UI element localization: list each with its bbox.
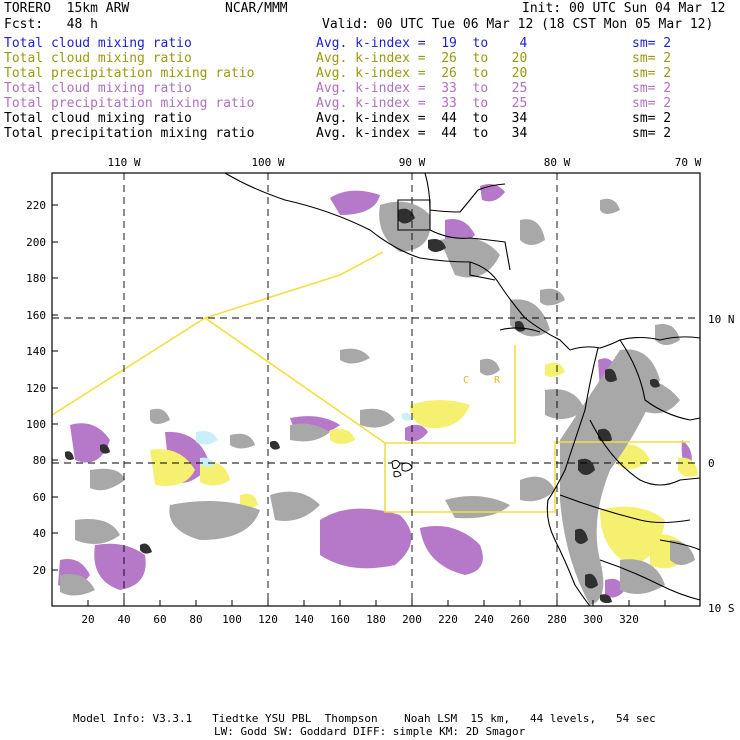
legend-field: Total precipitation mixing ratio	[4, 96, 255, 111]
legend-range: Avg. k-index = 44 to 34	[316, 111, 528, 126]
lon-label: 80 W	[544, 156, 571, 169]
plot-area: C R	[51, 172, 701, 607]
valid-time: Valid: 00 UTC Tue 06 Mar 12 (18 CST Mon …	[322, 17, 714, 32]
domain-outlines	[51, 251, 690, 513]
model-info-line1: Model Info: V3.3.1 Tiedtke YSU PBL Thomp…	[73, 712, 656, 725]
forecast-hour: Fcst: 48 h	[4, 17, 98, 32]
x-tick-label: 60	[153, 613, 166, 626]
lon-label: 70 W	[675, 156, 702, 169]
legend-range: Avg. k-index = 26 to 20	[316, 66, 528, 81]
y-tick-labels: 20 40 60 80 100 120 140 160 180 200 220	[26, 199, 46, 577]
legend-range: Avg. k-index = 19 to 4	[316, 36, 528, 51]
legend-smooth: sm= 2	[632, 111, 672, 126]
longitude-labels: 110 W 100 W 90 W 80 W 70 W	[107, 156, 701, 169]
x-tick-label: 300	[583, 613, 603, 626]
lat-label: 10 S	[708, 602, 735, 615]
legend-smooth: sm= 2	[632, 96, 672, 111]
x-tick-label: 200	[402, 613, 422, 626]
y-tick-label: 60	[33, 491, 46, 504]
lat-label: 10 N	[708, 313, 735, 326]
x-tick-label: 220	[438, 613, 458, 626]
legend-range: Avg. k-index = 33 to 25	[316, 81, 528, 96]
x-tick-label: 20	[81, 613, 94, 626]
x-tick-label: 100	[222, 613, 242, 626]
galapagos-islands	[391, 459, 413, 478]
x-tick-label: 240	[474, 613, 494, 626]
y-tick-label: 180	[26, 272, 46, 285]
x-tick-label: 160	[330, 613, 350, 626]
lon-label: 110 W	[107, 156, 140, 169]
x-tick-labels: 20 40 60 80 100 120 140 160 180 200 220 …	[81, 613, 639, 626]
init-time: Init: 00 UTC Sun 04 Mar 12	[522, 1, 726, 16]
y-tick-label: 200	[26, 236, 46, 249]
map-annotations: C R	[463, 375, 501, 386]
coastlines	[224, 172, 701, 607]
x-tick-label: 320	[619, 613, 639, 626]
y-tick-label: 160	[26, 309, 46, 322]
x-tick-label: 140	[294, 613, 314, 626]
legend-field: Total precipitation mixing ratio	[4, 126, 255, 141]
x-tick-label: 120	[258, 613, 278, 626]
lat-label: 0	[708, 457, 715, 470]
legend-smooth: sm= 2	[632, 51, 672, 66]
annotation-label: C	[463, 375, 469, 386]
x-tick-label: 80	[189, 613, 202, 626]
y-tick-label: 140	[26, 345, 46, 358]
latitude-labels: 10 N 0 10 S	[708, 313, 735, 615]
x-tick-label: 40	[117, 613, 130, 626]
org-name: NCAR/MMM	[225, 1, 288, 16]
model-info-line2: LW: Godd SW: Goddard DIFF: simple KM: 2D…	[214, 725, 526, 738]
lon-label: 90 W	[399, 156, 426, 169]
legend-field: Total cloud mixing ratio	[4, 111, 192, 126]
y-tick-label: 80	[33, 454, 46, 467]
annotation-label: R	[494, 375, 501, 386]
legend-field: Total cloud mixing ratio	[4, 81, 192, 96]
legend-field: Total precipitation mixing ratio	[4, 66, 255, 81]
x-tick-label: 260	[510, 613, 530, 626]
y-tick-label: 120	[26, 382, 46, 395]
x-tick-label: 280	[547, 613, 567, 626]
legend-range: Avg. k-index = 44 to 34	[316, 126, 528, 141]
y-tick-label: 220	[26, 199, 46, 212]
legend-smooth: sm= 2	[632, 126, 672, 141]
y-tick-label: 100	[26, 418, 46, 431]
y-tick-label: 40	[33, 527, 46, 540]
legend-smooth: sm= 2	[632, 36, 672, 51]
legend-range: Avg. k-index = 33 to 25	[316, 96, 528, 111]
legend-field: Total cloud mixing ratio	[4, 51, 192, 66]
legend-field: Total cloud mixing ratio	[4, 36, 192, 51]
legend-smooth: sm= 2	[632, 66, 672, 81]
lon-label: 100 W	[251, 156, 284, 169]
legend-range: Avg. k-index = 26 to 20	[316, 51, 528, 66]
x-tick-label: 180	[366, 613, 386, 626]
lat-lon-grid	[52, 173, 700, 606]
model-title: TORERO 15km ARW	[4, 1, 130, 16]
legend-smooth: sm= 2	[632, 81, 672, 96]
cloud-fields	[58, 184, 698, 605]
axis-ticks	[52, 204, 666, 606]
y-tick-label: 20	[33, 564, 46, 577]
